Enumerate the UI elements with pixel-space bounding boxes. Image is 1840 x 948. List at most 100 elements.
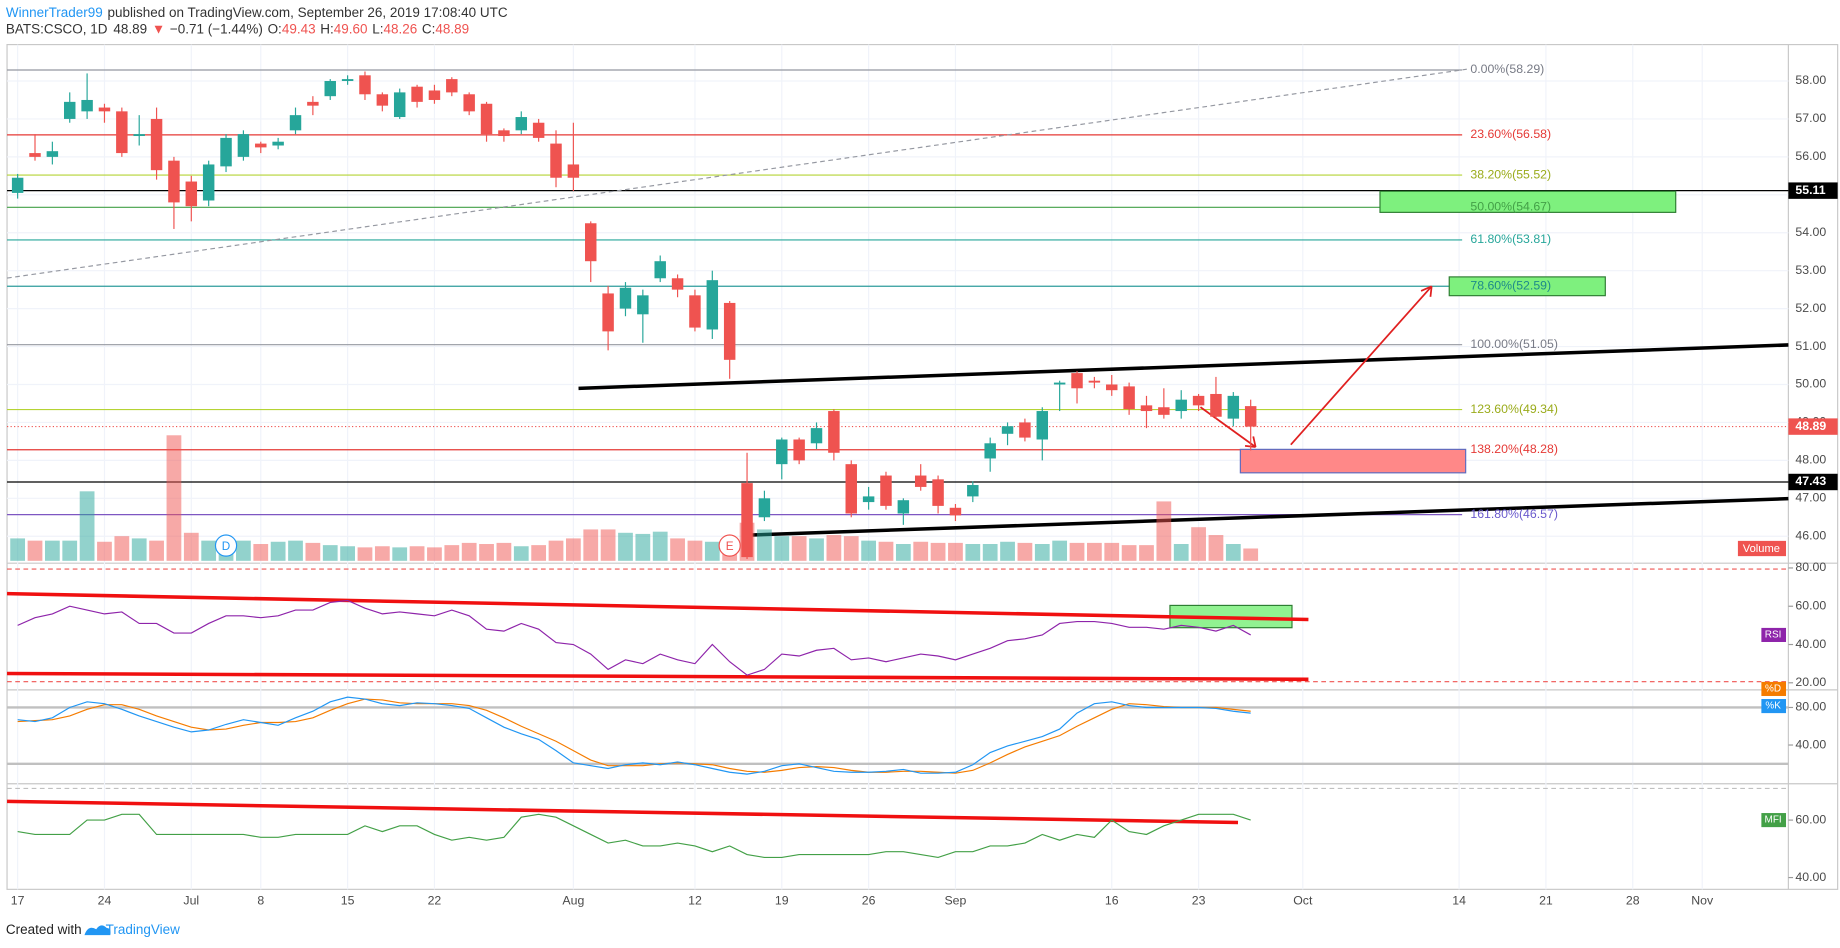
volume-bar: [166, 435, 182, 561]
footer-logo: [84, 925, 111, 936]
volume-bar: [427, 547, 442, 561]
indicator-line: [17, 813, 1251, 859]
volume-bar: [409, 546, 425, 561]
candle-body: [480, 103, 493, 135]
x-tick-label: Sep: [944, 893, 966, 907]
price-label: 47.43: [1795, 474, 1826, 488]
candle-body: [654, 261, 666, 279]
target-box: [1448, 276, 1606, 297]
volume-bar: [635, 533, 651, 561]
candle-body: [671, 278, 684, 290]
volume-bar: [652, 531, 668, 561]
y-tick-label: 60.00: [1795, 598, 1826, 612]
volume-bar: [201, 540, 217, 561]
volume-bar: [374, 546, 390, 561]
volume-bar: [1243, 548, 1259, 561]
candle-body: [1036, 411, 1049, 440]
fib-label: 38.20%(55.52): [1470, 167, 1551, 181]
event-label: E: [726, 540, 734, 553]
candle-body: [463, 94, 475, 112]
volume-bar: [600, 529, 616, 561]
footer-brand[interactable]: TradingView: [106, 922, 180, 937]
volume-bar: [895, 544, 911, 561]
ohlc-key: L:: [372, 21, 383, 36]
candle-body: [11, 177, 24, 193]
volume-bar: [513, 546, 529, 561]
volume-bar: [149, 540, 164, 561]
y-tick-label: 80.00: [1795, 560, 1826, 574]
candle-body: [1175, 399, 1187, 412]
candle-body: [1053, 382, 1066, 385]
ohlc-key: O:: [268, 21, 282, 36]
candle-body: [949, 507, 962, 516]
candle-body: [1244, 406, 1257, 427]
y-tick-label: 47.00: [1795, 491, 1826, 505]
volume-tag: Volume: [1743, 543, 1780, 555]
indicator-line: [17, 599, 1251, 676]
fib-levels: [7, 69, 1789, 516]
candle-body: [1001, 426, 1014, 434]
candle-body: [64, 101, 76, 119]
volume-bar: [1000, 541, 1015, 561]
ohlc-key: C:: [422, 21, 436, 36]
event-marker: [718, 534, 741, 557]
x-tick-label: 15: [341, 893, 355, 907]
x-tick-label: Nov: [1691, 893, 1714, 907]
arrow: [1290, 285, 1433, 446]
y-tick-label: 20.00: [1795, 675, 1826, 689]
candle-body: [550, 143, 562, 178]
price-label: 55.11: [1795, 183, 1825, 197]
fib-label: 50.00%(54.67): [1470, 200, 1551, 214]
volume-bar: [79, 491, 95, 561]
support-box: [1239, 448, 1467, 474]
volume-bar: [531, 545, 547, 561]
volume-bar: [1052, 540, 1068, 561]
volume-bar: [357, 547, 373, 561]
series-tag: RSI: [1765, 630, 1782, 641]
ohlc-value: 49.60: [334, 21, 368, 36]
header-line-2: BATS:CSCO, 1D 48.89 ▼ −0.71 (−1.44%) O:49.43…: [6, 21, 469, 36]
volume-bar: [583, 529, 599, 561]
volume-bar: [1139, 545, 1154, 561]
published: published on TradingView.com, September …: [108, 4, 508, 19]
series-tag: %K: [1765, 701, 1781, 712]
series-tag-box: [1761, 813, 1787, 828]
author[interactable]: WinnerTrader99: [6, 4, 103, 19]
volume-bar: [1225, 544, 1241, 561]
y-tick-label: 40.00: [1795, 737, 1826, 751]
volume-bar: [1034, 544, 1050, 561]
volume-bar: [618, 532, 633, 561]
series-tag-box: [1761, 699, 1787, 714]
volume-bar: [687, 540, 703, 561]
y-tick-label: 40.00: [1795, 870, 1826, 884]
candle-body: [133, 134, 145, 137]
candle-body: [255, 143, 267, 148]
x-tick-label: 14: [1452, 893, 1466, 907]
fib-label: 138.20%(48.28): [1470, 442, 1558, 456]
volume-bar: [670, 538, 685, 561]
volume-bar: [565, 538, 581, 561]
volume-bar: [1208, 535, 1224, 561]
trend-line: [578, 343, 1789, 391]
volume-bar: [930, 542, 946, 561]
volume-bar: [183, 532, 199, 561]
volume-bar: [27, 540, 43, 561]
frame: [6, 43, 1839, 890]
fib-label: 161.80%(46.57): [1470, 507, 1558, 521]
y-tick-label: 53.00: [1795, 263, 1826, 277]
x-tick-label: 17: [11, 893, 25, 907]
candle-body: [1227, 395, 1240, 419]
volume-bar: [913, 541, 929, 561]
candle-body: [307, 101, 319, 106]
y-tick-label: 56.00: [1795, 149, 1826, 163]
candle-body: [706, 280, 719, 330]
y-tick-label: 50.00: [1795, 377, 1826, 391]
volume-bar: [982, 544, 998, 561]
series-tag: %D: [1765, 684, 1781, 695]
candle-body: [1140, 405, 1153, 412]
volume-bar: [1017, 542, 1033, 561]
change: −0.71 (−1.44%): [170, 21, 263, 36]
candle-body: [428, 90, 441, 100]
